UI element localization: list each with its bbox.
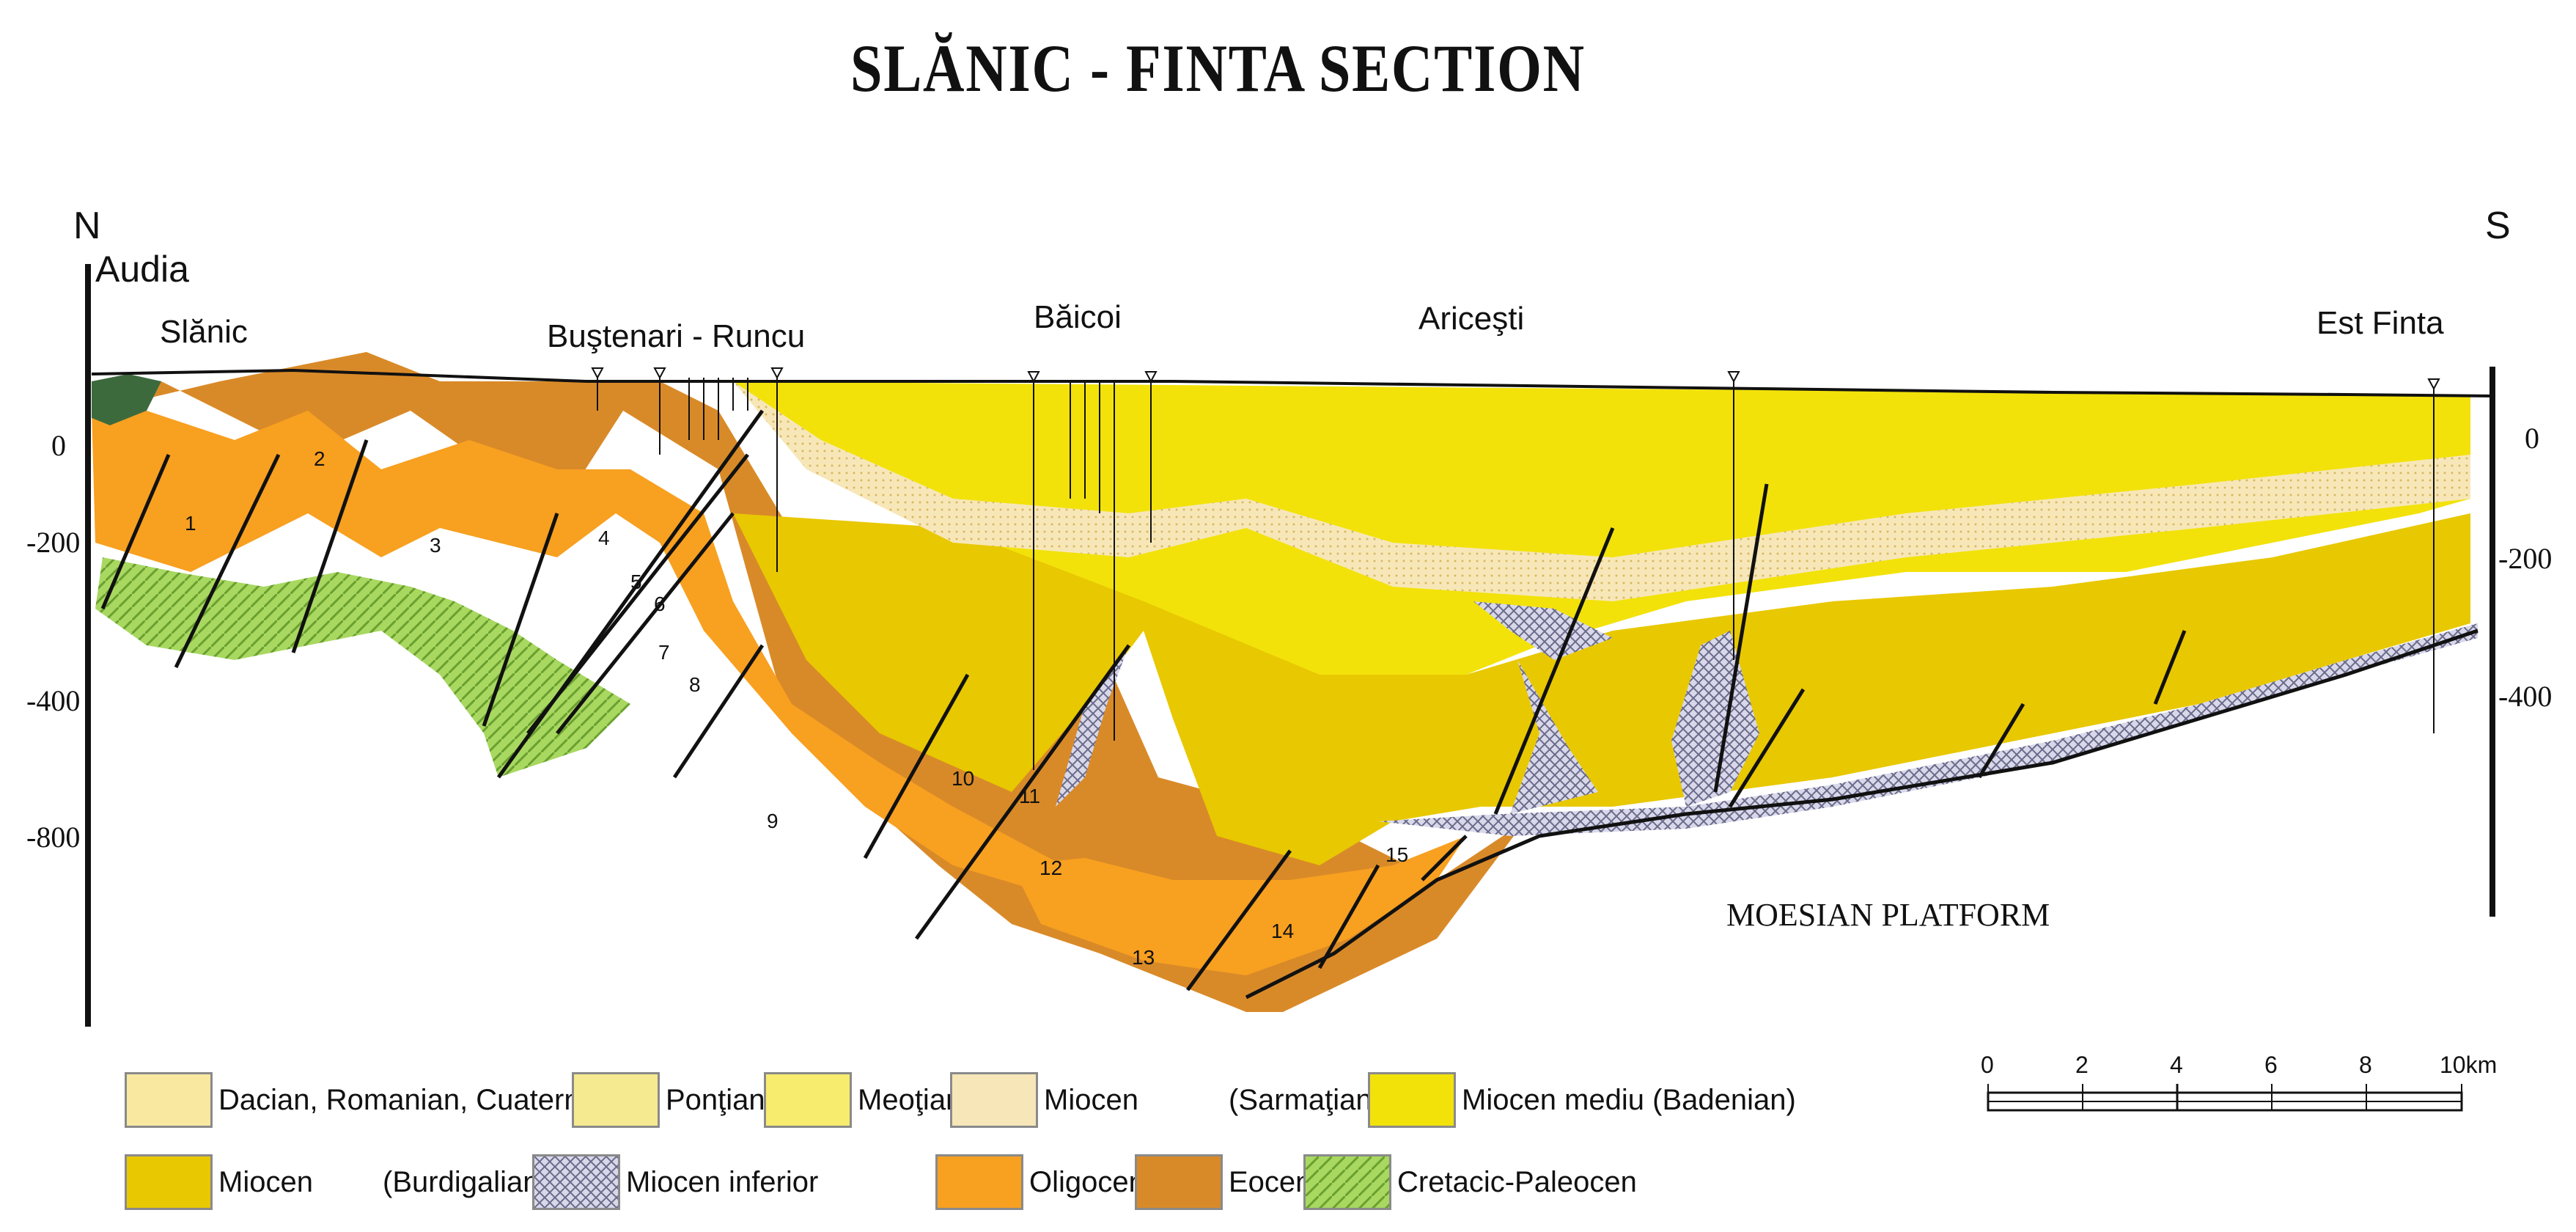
dacian-romanian-band <box>733 381 2470 601</box>
block-number: 7 <box>658 641 670 664</box>
legend-swatch <box>125 1154 213 1210</box>
scale-tick-label: 8 <box>2359 1052 2372 1078</box>
miocen-inferior-zone <box>1056 601 1759 814</box>
legend-label: Oligocen <box>1029 1165 1145 1198</box>
cretacic-paleocen-layer <box>95 557 630 777</box>
block-number: 12 <box>1039 857 1063 879</box>
legend-dacian: Dacian, Romanian, Cuaternar <box>125 1071 606 1129</box>
locality-baicoi: Băicoi <box>1034 299 1122 335</box>
legend-label: Eocen <box>1229 1165 1312 1198</box>
legend-burdigalian: Miocen <box>125 1153 313 1211</box>
oligocen-layer <box>92 411 1063 887</box>
fault-lines <box>100 409 2187 991</box>
scale-bar <box>1987 1084 2463 1112</box>
block-number: 15 <box>1385 843 1409 866</box>
legend-swatch <box>125 1072 213 1128</box>
legend-meotian: Meoţian <box>764 1071 962 1129</box>
oligocen-layer-south <box>1012 836 1466 975</box>
legend-swatch <box>935 1154 1023 1210</box>
legend-label: Cretacic-Paleocen <box>1397 1165 1637 1198</box>
scale-tick-label: 6 <box>2264 1052 2278 1078</box>
depth-left-0: 0 <box>51 429 66 462</box>
wells <box>597 378 2435 770</box>
block-number: 11 <box>1019 785 1041 807</box>
legend-swatch <box>532 1154 620 1210</box>
legend-swatch <box>1368 1072 1456 1128</box>
legend-cretacic: Cretacic-Paleocen <box>1303 1153 1637 1211</box>
legend-label-sarmatian: (Sarmaţian) <box>1229 1084 1382 1116</box>
scale-tick-label: 4 <box>2170 1052 2183 1078</box>
legend-label: Miocen mediu (Badenian) <box>1462 1083 1796 1116</box>
legend-miocen-inferior: Miocen inferior <box>532 1153 818 1211</box>
depth-left-800: -800 <box>26 821 81 854</box>
depth-right-400: -400 <box>2498 680 2553 713</box>
north-label: N <box>73 205 101 247</box>
moesian-platform-label: MOESIAN PLATFORM <box>1726 897 2050 933</box>
block-number: 1 <box>185 512 196 535</box>
block-number: 14 <box>1271 920 1295 942</box>
moesian-contact <box>1245 628 2479 1000</box>
block-number: 13 <box>1132 946 1155 969</box>
south-label: S <box>2485 205 2511 247</box>
scale-tick-label: 2 <box>2075 1052 2089 1078</box>
right-depth-axis <box>2489 367 2495 917</box>
legend-swatch <box>950 1072 1038 1128</box>
locality-aricesti: Ariceşti <box>1418 301 1525 337</box>
legend-swatch <box>1135 1154 1223 1210</box>
legend-label: Miocen inferior <box>626 1165 819 1198</box>
legend-swatch <box>572 1072 660 1128</box>
legend-eocen: Eocen <box>1135 1153 1311 1211</box>
depth-left-400: -400 <box>26 684 81 717</box>
legend-label: Dacian, Romanian, Cuaternar <box>218 1083 607 1116</box>
block-number: 3 <box>430 534 441 557</box>
audia-klippe <box>92 374 161 425</box>
locality-audia: Audia <box>95 249 189 290</box>
locality-bustenari-runcu: Buştenari - Runcu <box>547 318 806 354</box>
block-number: 8 <box>689 673 701 696</box>
legend-label: Miocen <box>1044 1083 1138 1116</box>
locality-est-finta: Est Finta <box>2316 305 2444 341</box>
legend-swatch <box>764 1072 852 1128</box>
legend-pontian: Ponţian <box>572 1071 765 1129</box>
legend-sarmatian: Miocen <box>950 1071 1138 1129</box>
legend-badenian: Miocen mediu (Badenian) <box>1368 1071 1796 1129</box>
scale-tick-label: 0 <box>1981 1052 1994 1078</box>
miocen-burdigalian <box>733 513 2470 865</box>
locality-slanic: Slănic <box>160 314 248 350</box>
block-number: 6 <box>654 593 666 615</box>
scale-tick-label: 10km <box>2440 1052 2498 1078</box>
section-title: SLĂNIC - FINTA SECTION <box>850 31 1586 106</box>
legend-label: Meoţian <box>858 1083 963 1116</box>
legend-label: Miocen <box>218 1165 313 1198</box>
depth-right-0: 0 <box>2525 422 2539 455</box>
block-number: 10 <box>952 767 975 790</box>
legend-label-burdigalian: (Burdigalian) <box>383 1166 549 1198</box>
legend-swatch <box>1303 1154 1391 1210</box>
left-depth-axis <box>85 264 91 1027</box>
legend-oligocen: Oligocen <box>935 1153 1145 1211</box>
well-heads <box>591 367 2440 391</box>
depth-left-200: -200 <box>26 526 81 559</box>
block-number: 5 <box>630 571 642 593</box>
block-number: 9 <box>767 810 779 832</box>
depth-right-200: -200 <box>2498 542 2553 575</box>
legend-label: Ponţian <box>666 1083 765 1116</box>
block-number: 2 <box>314 447 325 470</box>
block-number: 4 <box>598 527 610 549</box>
eocen-layer <box>95 352 1525 1012</box>
surface-line <box>91 368 2493 397</box>
